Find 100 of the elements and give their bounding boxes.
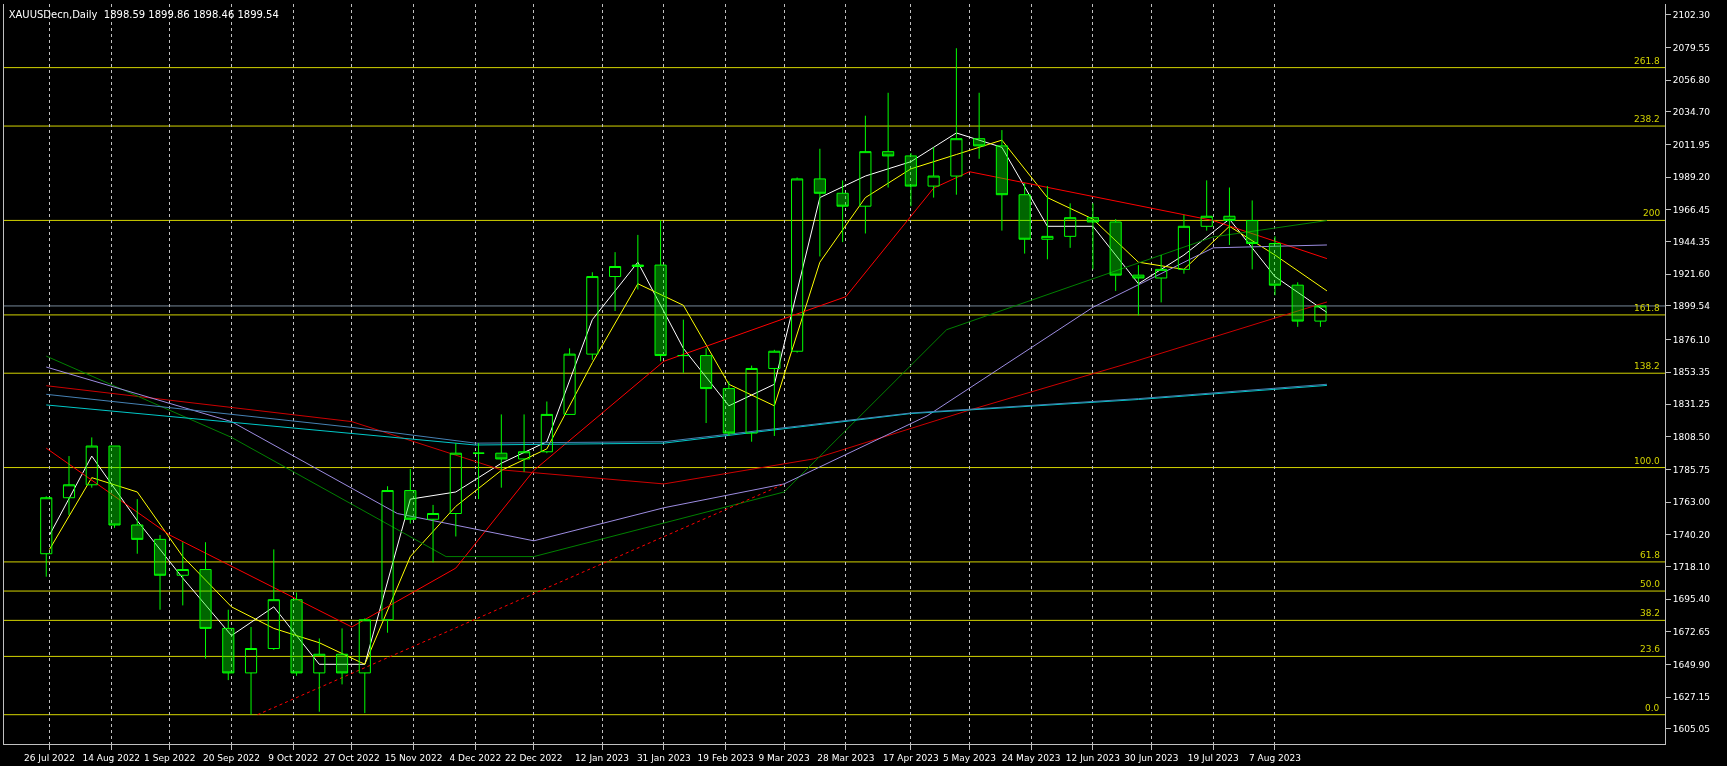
- candlestick: [1086, 202, 1099, 270]
- y-tick-label: 1740.20: [1672, 529, 1711, 540]
- x-tick-label: 24 May 2023: [1001, 752, 1061, 763]
- candlestick: [586, 271, 599, 361]
- candlestick: [768, 349, 781, 437]
- candlestick: [472, 442, 485, 500]
- line-series: [45, 301, 1328, 485]
- x-tick-label: 12 Jun 2023: [1065, 752, 1120, 763]
- candlestick: [563, 347, 576, 415]
- candlestick: [1041, 185, 1054, 260]
- candlestick: [609, 251, 622, 312]
- x-tick-label: 19 Jul 2023: [1187, 752, 1239, 763]
- candlestick: [267, 548, 280, 651]
- candlestick: [950, 47, 963, 196]
- candlestick: [153, 534, 167, 611]
- candlestick: [540, 401, 553, 454]
- candlestick: [631, 234, 644, 290]
- candlestick: [927, 146, 940, 199]
- candlestick: [313, 637, 326, 713]
- x-tick-label: 9 Oct 2022: [268, 752, 319, 763]
- candlestick: [404, 468, 417, 525]
- x-tick-label: 22 Dec 2022: [505, 752, 563, 763]
- y-tick-label: 1921.60: [1672, 269, 1711, 280]
- annotation: 38.2: [1640, 608, 1661, 618]
- candlestick: [335, 627, 349, 685]
- x-tick-label: 30 Jun 2023: [1124, 752, 1179, 763]
- annotation: 23.6: [1640, 644, 1661, 654]
- candlestick: [1018, 182, 1031, 255]
- annotation: 100.0: [1634, 456, 1661, 466]
- annotation: 200: [1643, 208, 1661, 218]
- candlestick: [882, 92, 895, 189]
- candlestick: [131, 498, 144, 555]
- candlestick: [199, 541, 212, 660]
- candlestick: [381, 485, 394, 634]
- candlestick: [995, 129, 1008, 232]
- y-tick-label: 2056.80: [1672, 75, 1711, 86]
- y-tick-label: 1831.25: [1672, 399, 1711, 410]
- x-tick-label: 20 Sep 2022: [203, 752, 261, 763]
- y-tick-label: 1649.90: [1672, 659, 1711, 670]
- candlestick: [1314, 304, 1327, 328]
- x-tick-label: 28 Mar 2023: [817, 752, 875, 763]
- candlestick: [1200, 179, 1213, 232]
- annotation: 261.8: [1634, 56, 1661, 66]
- y-tick-label: 2011.95: [1672, 139, 1711, 150]
- candlestick: [836, 179, 849, 243]
- y-tick-label: 1808.50: [1672, 431, 1711, 442]
- y-tick-label: 1695.40: [1672, 594, 1711, 605]
- y-tick-label: 1876.10: [1672, 334, 1711, 345]
- candlestick: [495, 413, 508, 489]
- y-tick-label: 1966.45: [1672, 205, 1711, 216]
- x-tick-label: 27 Oct 2022: [323, 752, 380, 763]
- candlestick: [973, 92, 986, 160]
- candlestick: [1246, 199, 1259, 270]
- candlestick: [449, 442, 462, 537]
- candlestick: [222, 609, 235, 681]
- y-tick-label: 2034.70: [1672, 107, 1711, 117]
- candlestick: [745, 365, 758, 443]
- candlestick: [358, 617, 371, 714]
- candlestick: [1132, 264, 1145, 316]
- y-tick-label: 1899.54: [1672, 301, 1711, 312]
- y-tick-label: 2102.30: [1672, 9, 1711, 20]
- y-tick-label: 1944.35: [1672, 236, 1711, 247]
- annotation: 61.8: [1640, 550, 1661, 560]
- candlestick: [722, 380, 735, 437]
- y-tick-label: 1605.05: [1672, 724, 1711, 734]
- x-tick-label: 5 May 2023: [942, 752, 996, 763]
- y-tick-label: 1853.35: [1672, 367, 1711, 378]
- candlestick: [677, 319, 690, 374]
- candlestick: [1177, 214, 1190, 275]
- x-tick-label: 26 Jul 2022: [24, 752, 75, 763]
- annotation: 238.2: [1634, 114, 1660, 124]
- candlestick: [1268, 235, 1282, 296]
- text: XAUUSDecn,Daily 1898.59 1899.86 1898.46 1899.54: [8, 9, 279, 21]
- candlestick: [1109, 218, 1122, 292]
- annotation: 138.2: [1634, 361, 1660, 371]
- candlestick: [518, 413, 531, 473]
- y-tick-label: 1627.15: [1672, 692, 1711, 703]
- x-tick-label: 31 Jan 2023: [636, 752, 691, 763]
- candlestick: [1064, 202, 1077, 249]
- candlestick: [108, 445, 121, 529]
- x-tick-label: 4 Dec 2022: [449, 752, 502, 763]
- x-tick-label: 12 Jan 2023: [575, 752, 630, 763]
- x-tick-label: 14 Aug 2022: [82, 752, 141, 763]
- x-tick-label: 19 Feb 2023: [697, 752, 754, 763]
- candlestick: [85, 436, 98, 489]
- x-tick-label: 15 Nov 2022: [384, 752, 443, 763]
- candlestick: [904, 152, 917, 207]
- annotation: 0.0: [1645, 703, 1660, 713]
- y-tick-label: 1989.20: [1672, 172, 1711, 183]
- annotation: 161.8: [1634, 303, 1661, 313]
- x-tick-label: 7 Aug 2023: [1248, 752, 1301, 763]
- candlestick: [40, 495, 53, 578]
- candlestick: [1223, 187, 1236, 246]
- candlestick: [700, 347, 713, 424]
- candlestick: [290, 592, 303, 677]
- y-tick-label: 1672.65: [1672, 626, 1711, 637]
- candlestick: [1155, 254, 1168, 303]
- candlestick: [176, 541, 189, 606]
- y-tick-label: 1718.10: [1672, 561, 1711, 572]
- annotation: 50.0: [1640, 579, 1661, 589]
